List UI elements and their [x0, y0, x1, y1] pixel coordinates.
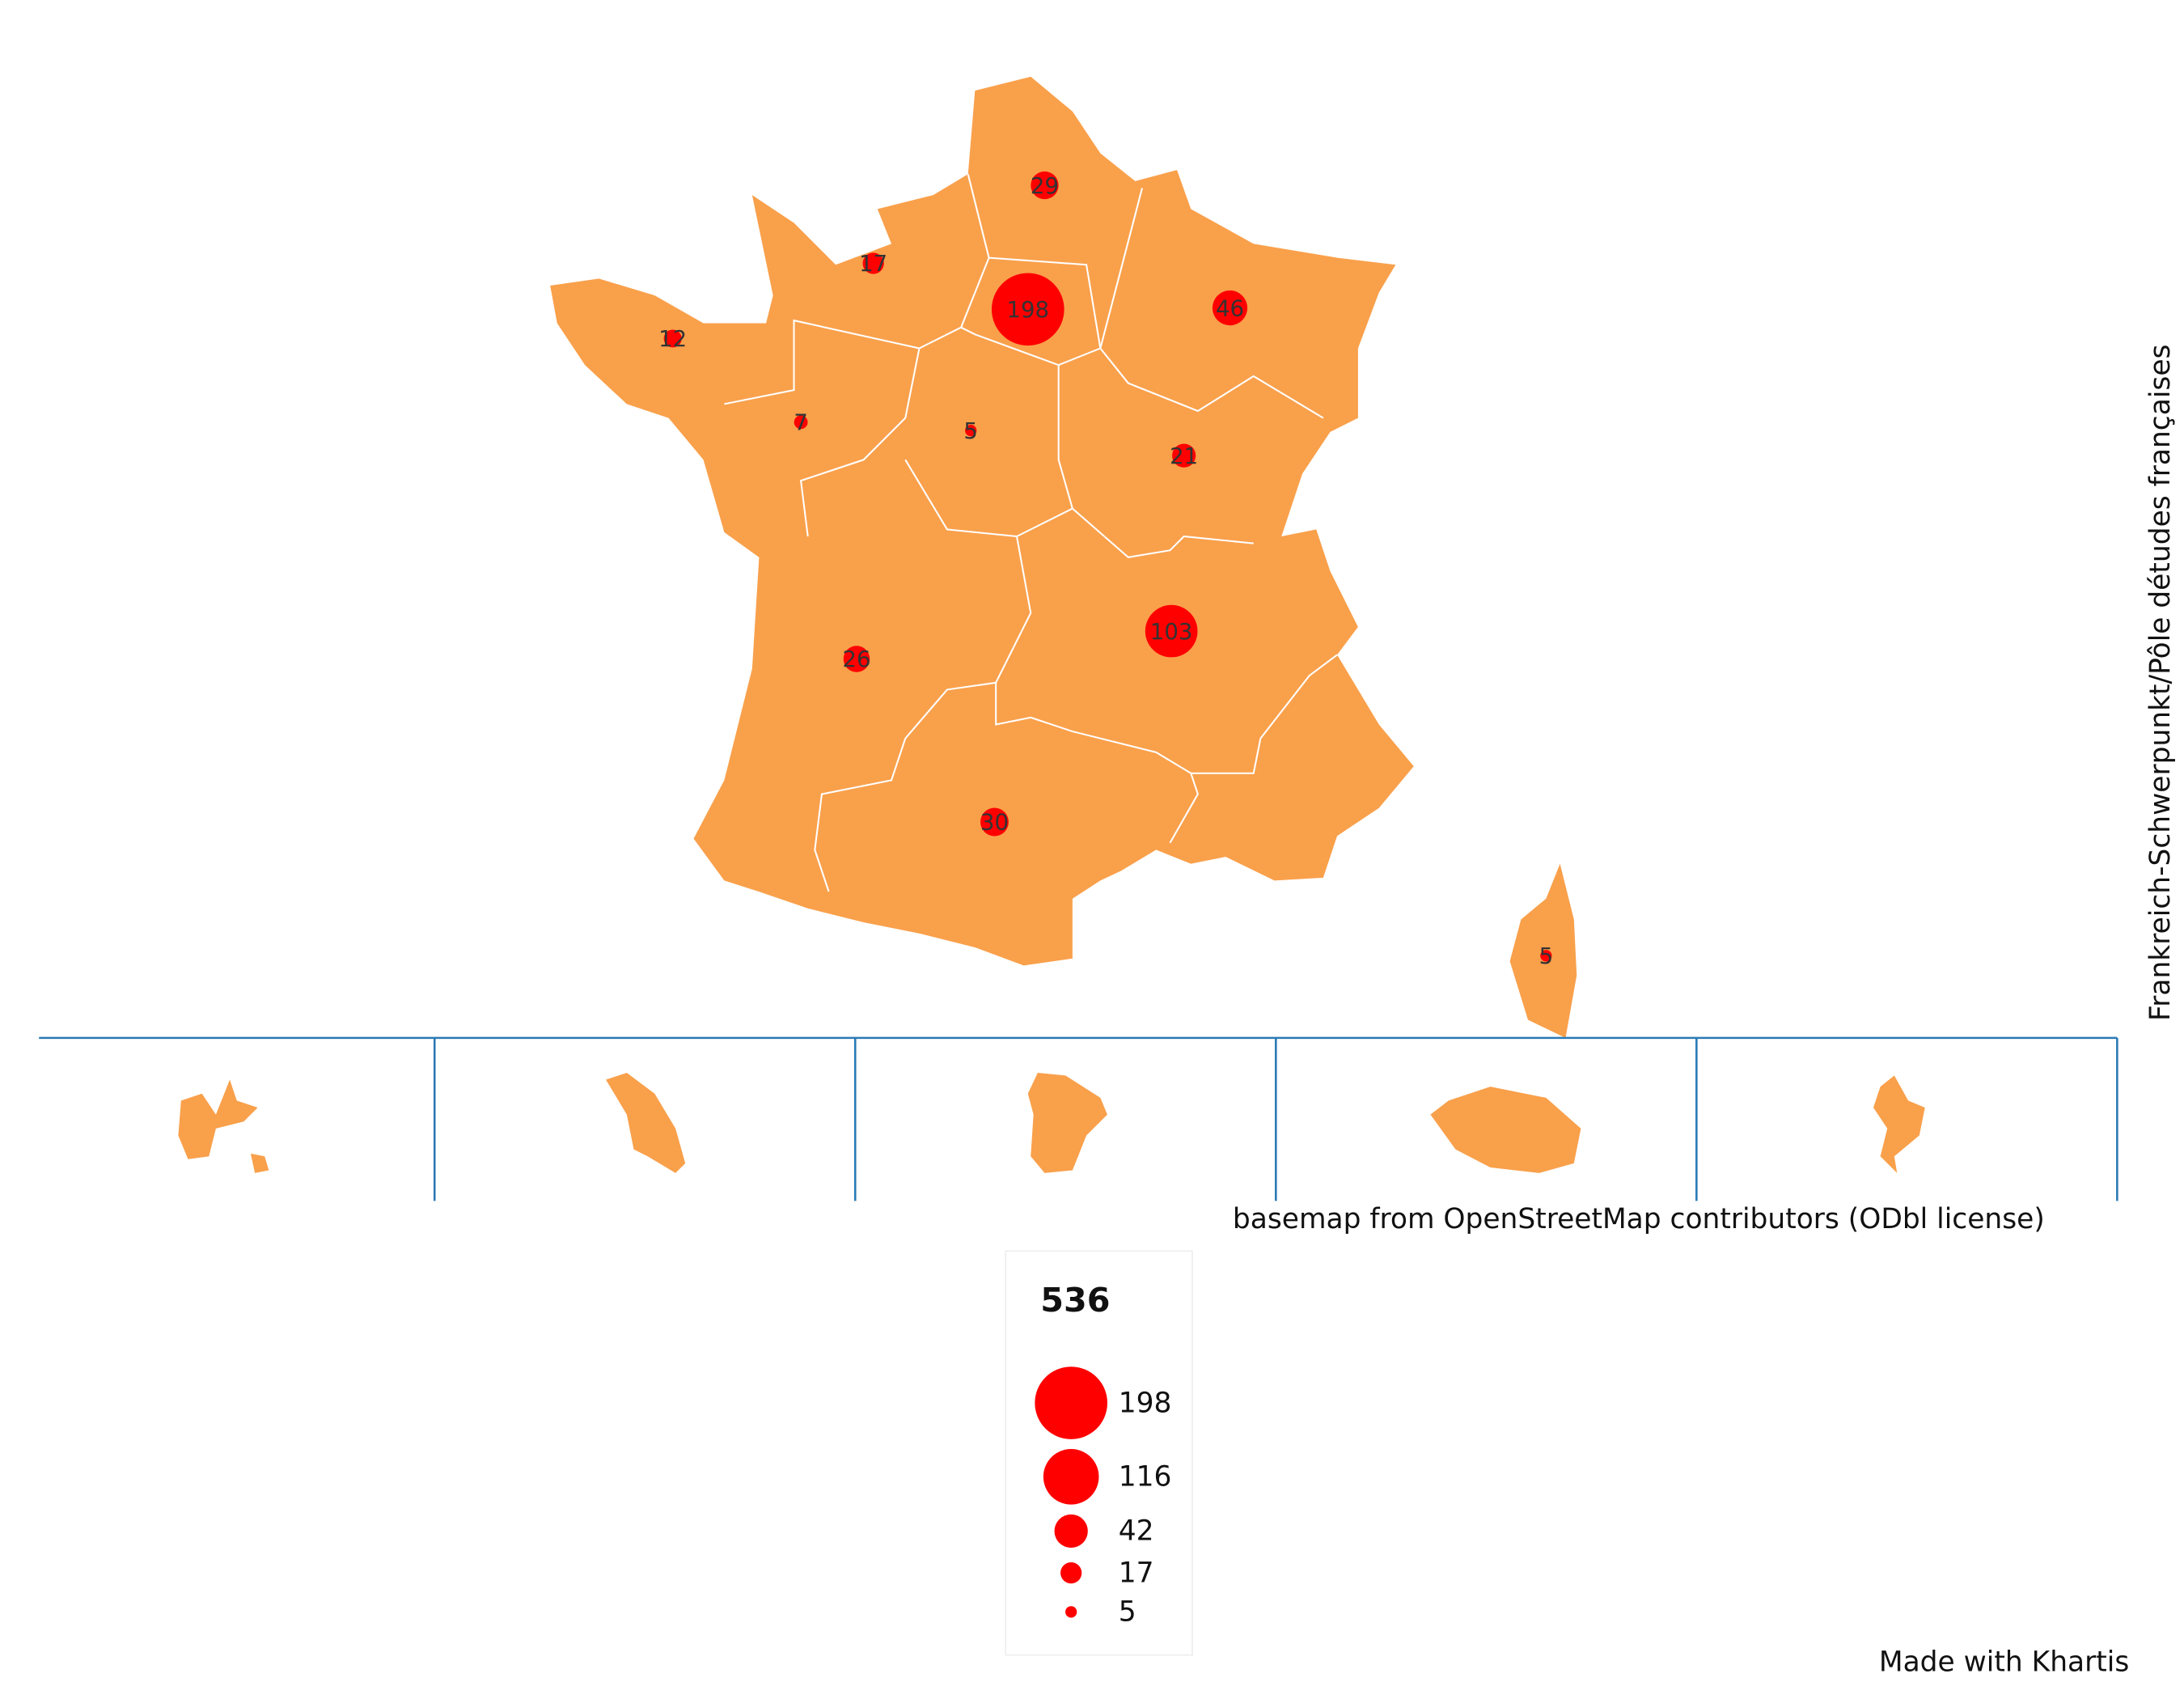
- region-symbol: [663, 329, 682, 348]
- region-value: 30: [980, 810, 1009, 836]
- region-symbol: [1145, 604, 1198, 658]
- mainland-france: [550, 76, 1414, 966]
- region-symbol: [794, 415, 808, 430]
- reunion: [1430, 1087, 1581, 1173]
- region-symbol: [1031, 171, 1059, 200]
- region-symbol: [965, 425, 977, 437]
- region-value: 5: [1539, 943, 1554, 969]
- region-symbol: [991, 273, 1064, 346]
- legend-label: 5: [1119, 1596, 1136, 1629]
- legend-box: [1005, 1250, 1193, 1656]
- region-symbol: [1172, 443, 1196, 468]
- legend-label: 42: [1119, 1515, 1154, 1548]
- region-value: 7: [794, 410, 808, 436]
- legend-title: 536: [1040, 1281, 1110, 1320]
- region-symbol: [1212, 290, 1248, 326]
- region-value: 12: [658, 326, 687, 352]
- region-value: 198: [1006, 297, 1049, 323]
- legend-symbol: [1054, 1514, 1088, 1549]
- legend-label: 198: [1119, 1387, 1172, 1419]
- region-symbol: [862, 252, 884, 274]
- mayotte: [1873, 1075, 1925, 1173]
- legend-symbol: [1060, 1561, 1082, 1584]
- region-value: 17: [859, 251, 887, 277]
- region-value: 103: [1150, 619, 1193, 645]
- region-symbol: [1540, 950, 1552, 962]
- symbols: 29 17 198 46 12 7 5 21 103 26 30 5: [658, 171, 1554, 969]
- region-border: [724, 174, 1338, 892]
- insets: [39, 1036, 2118, 1201]
- legend-label: 116: [1119, 1461, 1172, 1494]
- region-value: 46: [1216, 295, 1244, 321]
- region-value: 29: [1031, 173, 1059, 199]
- region-value: 5: [963, 418, 978, 444]
- credit: Made with Khartis: [1879, 1646, 2129, 1679]
- basemap: [550, 76, 1577, 1038]
- region-value: 26: [842, 646, 870, 672]
- martinique: [606, 1072, 686, 1173]
- source: Frankreich-Schwerpunkt/Pôle détudes fran…: [2144, 345, 2177, 1022]
- legend-symbol: [1043, 1448, 1099, 1505]
- attribution: basemap from OpenStreetMap contributors …: [1233, 1203, 2045, 1235]
- region-symbol: [980, 807, 1009, 837]
- legend-symbol: [1035, 1366, 1107, 1439]
- region-symbol: [843, 646, 870, 672]
- legend: 198 116 42 17 5: [1035, 1366, 1172, 1629]
- guadeloupe: [178, 1079, 269, 1173]
- legend-label: 17: [1119, 1557, 1154, 1589]
- legend-symbol: [1065, 1606, 1077, 1618]
- guyane: [1027, 1072, 1107, 1173]
- region-value: 21: [1170, 443, 1198, 469]
